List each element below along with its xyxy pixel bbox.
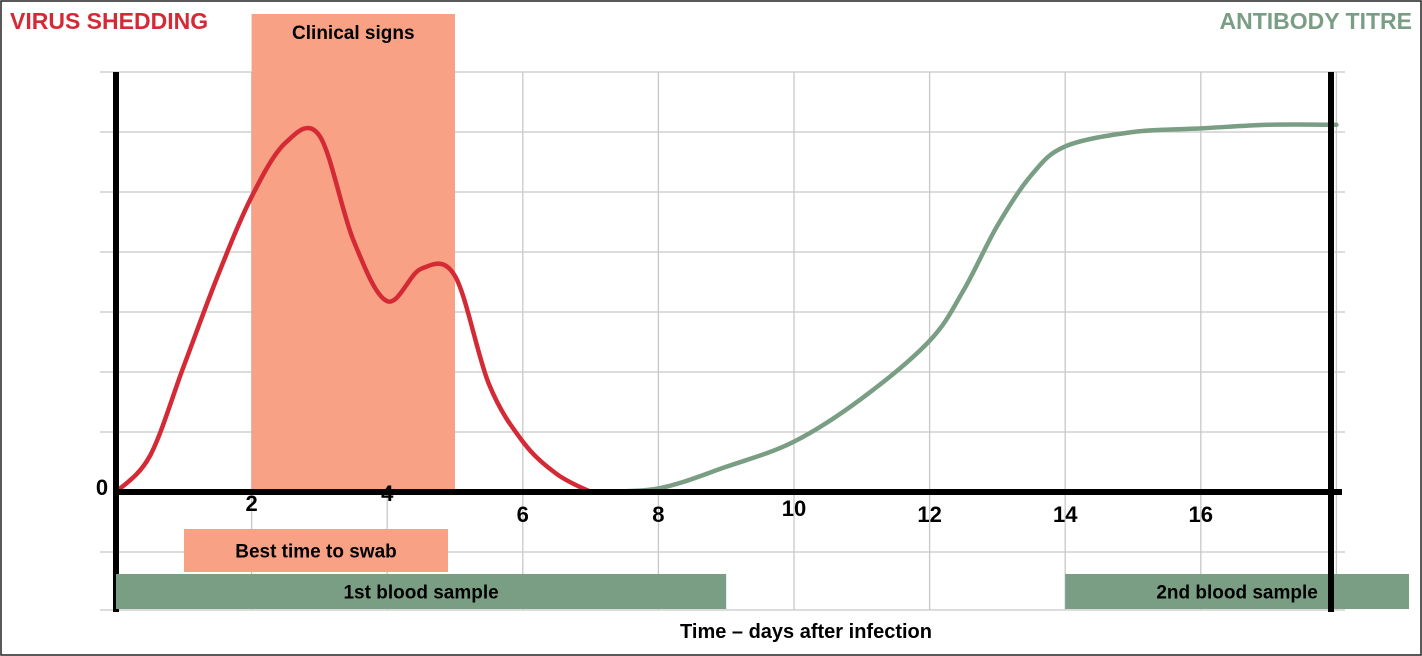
virus-shedding-title: VIRUS SHEDDING [10,8,208,34]
x-tick-label: 8 [652,502,664,527]
bands: Clinical signs [251,14,455,492]
x-tick-label: 14 [1053,502,1078,527]
labels: VIRUS SHEDDING ANTIBODY TITRE Time – days … [10,8,1412,643]
axes: 0 2 4 6 8 10 12 14 16 [96,72,1342,612]
x-tick-label: 16 [1189,502,1213,527]
clinical-signs-band [251,14,455,492]
x-tick-label: 0 [96,475,108,500]
antibody-titre-title: ANTIBODY TITRE [1219,8,1412,34]
second-blood-sample-bar [1065,574,1409,609]
x-tick-label: 2 [245,491,257,516]
first-blood-sample-bar-label: 1st blood sample [343,583,498,604]
virus-shedding-line [113,125,593,495]
best-time-to-swab-bar-label: Best time to swab [235,542,397,563]
antibody-titre-line [588,122,1339,495]
sample-bars: Best time to swab 1st blood sample 2nd blo… [116,529,1409,612]
second-blood-sample-bar-label: 2nd blood sample [1156,583,1318,604]
clinical-signs-label: Clinical signs [292,23,414,44]
first-blood-sample-bar [116,574,727,609]
best-time-to-swab-bar [184,529,448,572]
x-axis-title: Time – days after infection [680,621,932,643]
series [113,122,1339,495]
x-tick-label: 10 [782,496,806,521]
x-tick-label: 6 [517,502,529,527]
x-tick-label: 4 [381,481,394,506]
x-tick-label: 12 [917,502,941,527]
